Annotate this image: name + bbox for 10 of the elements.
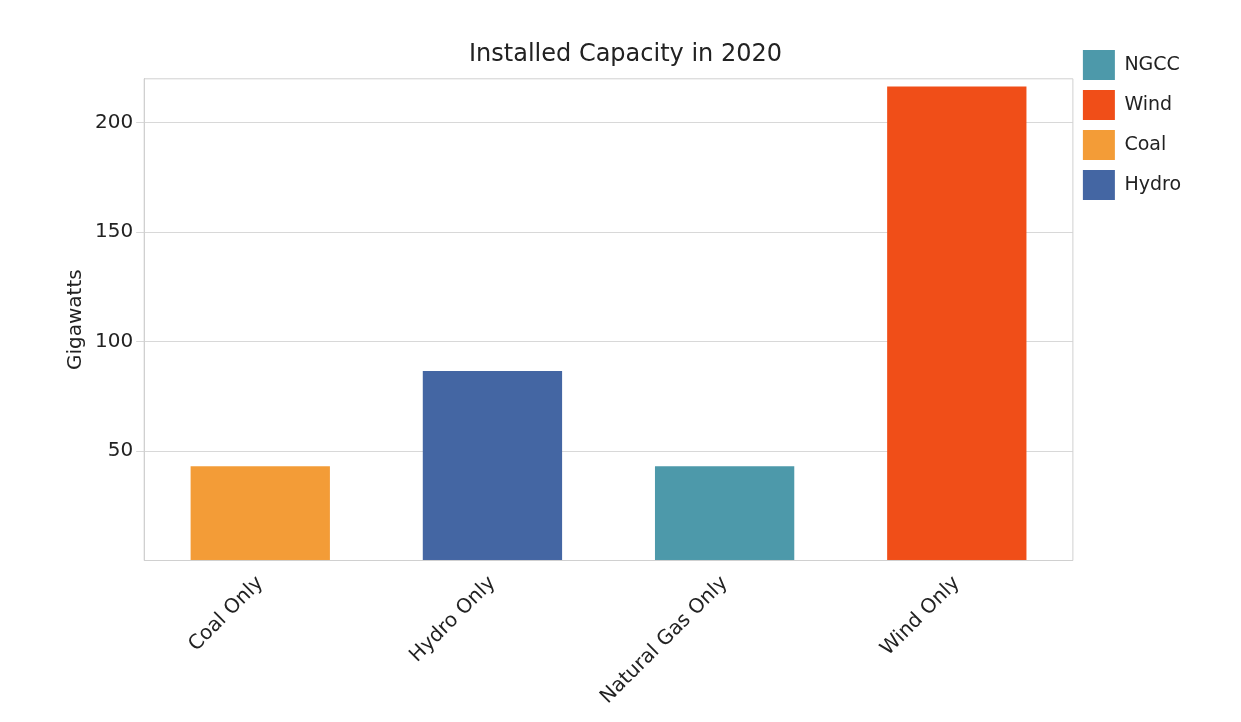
y-tick-label: 150 [94,218,134,243]
legend-label: Coal [1124,131,1167,154]
y-tick-label: 100 [94,327,134,352]
legend-label: NGCC [1124,51,1180,74]
legend-label: Hydro [1124,171,1182,194]
y-axis-title: Gigawatts [62,269,87,371]
y-tick-label: 50 [107,437,134,462]
chart-title: Installed Capacity in 2020 [469,38,782,67]
legend-label: Wind [1124,91,1173,114]
y-tick-label: 200 [94,108,134,133]
